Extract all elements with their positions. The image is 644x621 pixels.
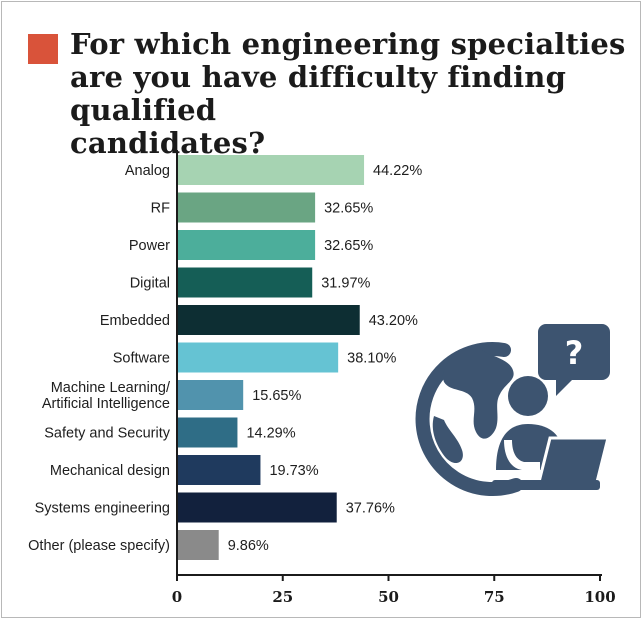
bar-value-label: 15.65% [252, 388, 301, 404]
x-tick-label: 75 [484, 588, 505, 606]
category-label: RF [151, 201, 170, 217]
category-label: Embedded [100, 313, 170, 329]
category-label: Digital [130, 276, 170, 292]
x-tick-label: 0 [172, 588, 182, 606]
category-label: Software [113, 351, 170, 367]
bar-value-label: 43.20% [369, 313, 418, 329]
category-label: Other (please specify) [28, 538, 170, 554]
chart-title: For which engineering specialties are you… [70, 28, 628, 160]
chart-title-line: candidates? [70, 126, 266, 160]
person-head [508, 376, 548, 416]
bar-value-label: 9.86% [228, 538, 269, 554]
bar [177, 342, 339, 373]
bar [177, 380, 244, 410]
bar-value-label: 31.97% [321, 276, 370, 292]
chart-title-line: are you have difficulty finding qualifie… [70, 60, 567, 127]
category-label: Power [129, 238, 170, 254]
bar [177, 230, 316, 260]
bar-value-label: 38.10% [347, 351, 396, 367]
laptop-base-icon [492, 480, 600, 490]
x-tick-label: 50 [378, 588, 399, 606]
bar [177, 530, 219, 560]
category-label: Artificial Intelligence [42, 396, 170, 412]
bar-value-label: 32.65% [324, 201, 373, 217]
category-label: Analog [125, 163, 170, 179]
bar [177, 455, 261, 485]
bar [177, 267, 313, 298]
bar-value-label: 14.29% [246, 426, 295, 442]
bar-value-label: 19.73% [269, 463, 318, 479]
globe-person-laptop-question-icon: ? [415, 324, 610, 496]
x-tick-label: 25 [272, 588, 293, 606]
speech-bubble-icon [538, 324, 610, 396]
bar [177, 492, 337, 523]
x-tick-label: 100 [584, 588, 615, 606]
category-label: Mechanical design [50, 463, 170, 479]
question-mark-icon: ? [565, 334, 584, 372]
laptop-screen-icon [536, 436, 610, 488]
bar [177, 192, 316, 223]
bar-value-label: 44.22% [373, 163, 422, 179]
globe-continent [442, 350, 514, 439]
chart-title-line: For which engineering specialties [70, 27, 626, 61]
globe-continent [432, 416, 463, 464]
title-accent-square [28, 34, 58, 64]
person-arm-gap [504, 440, 540, 470]
bar-value-label: 37.76% [346, 501, 395, 517]
bar [177, 417, 238, 448]
category-label: Systems engineering [35, 501, 170, 517]
category-label: Machine Learning/ [51, 380, 171, 396]
bar [177, 305, 360, 335]
category-label: Safety and Security [44, 426, 170, 442]
bar [177, 155, 365, 185]
bar-value-label: 32.65% [324, 238, 373, 254]
